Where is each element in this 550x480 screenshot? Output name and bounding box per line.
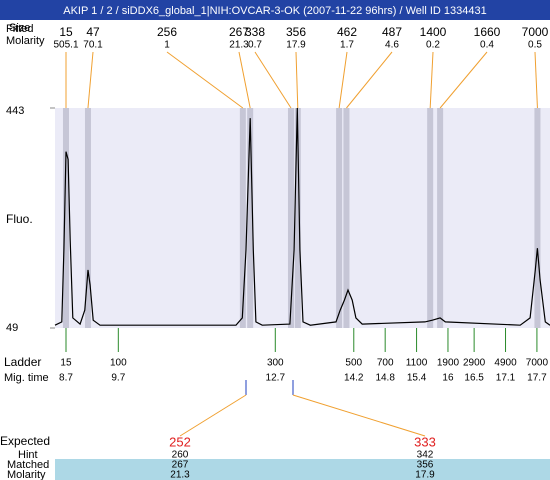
hint-value: 260 <box>172 450 189 461</box>
y-axis-label: Fluo. <box>6 212 33 226</box>
peak-size: 338 <box>245 25 265 39</box>
peak-size: 7000 <box>522 25 549 39</box>
ladder-time: 17.1 <box>496 373 516 384</box>
molarity-value: 17.9 <box>415 470 435 480</box>
expected-value: 252 <box>169 434 191 449</box>
ladder-time: 14.8 <box>375 373 395 384</box>
peak-molarity: 21.3 <box>229 40 249 51</box>
ladder-time: 8.7 <box>59 373 73 384</box>
hint-label: Hint <box>18 449 38 461</box>
expected-value: 333 <box>414 434 436 449</box>
title-bar <box>0 0 550 20</box>
peak-connector <box>534 51 538 109</box>
y-tick-label: 49 <box>6 322 18 334</box>
peak-connector <box>254 51 292 109</box>
peak-molarity: 1 <box>164 40 170 51</box>
peak-connector <box>166 51 244 109</box>
peak-molarity: 0.5 <box>528 40 542 51</box>
ladder-time: 9.7 <box>111 373 125 384</box>
trace <box>54 107 550 326</box>
peak-size: 487 <box>382 25 402 39</box>
peak-band <box>534 108 541 328</box>
match-connector <box>292 394 426 437</box>
peak-molarity: 0.7 <box>248 40 262 51</box>
fitted-label: Fitted <box>6 23 34 35</box>
molarity-label: Molarity <box>7 469 46 480</box>
matched-band <box>55 459 550 480</box>
peak-band <box>437 108 444 328</box>
matched-label: Matched <box>7 459 49 471</box>
match-connector <box>179 394 247 437</box>
peak-band <box>247 108 254 328</box>
ladder-time: 16.5 <box>464 373 484 384</box>
ladder-size: 700 <box>377 358 394 369</box>
plot-area <box>55 108 550 328</box>
ladder-size: 1100 <box>406 358 428 369</box>
y-tick-label: 443 <box>6 105 24 117</box>
peak-molarity: 0.2 <box>426 40 440 51</box>
ladder-size: 500 <box>345 358 362 369</box>
title: AKIP 1 / 2 / siDDX6_global_1|NIH:OVCAR-3… <box>63 5 487 17</box>
peak-molarity: 0.4 <box>480 40 494 51</box>
peak-molarity: 17.9 <box>286 40 306 51</box>
peak-size: 1660 <box>474 25 501 39</box>
ladder-size: 15 <box>60 358 72 369</box>
peak-size: 15 <box>59 25 73 39</box>
ladder-label: Ladder <box>4 355 41 369</box>
matched-value: 356 <box>417 460 434 471</box>
expected-label: Expected <box>0 434 50 448</box>
peak-band <box>62 108 69 328</box>
peak-band <box>427 108 434 328</box>
peak-band <box>343 108 350 328</box>
peak-size: 256 <box>157 25 177 39</box>
peak-connector <box>87 51 94 109</box>
ladder-size: 4900 <box>494 358 517 369</box>
peak-molarity: 4.6 <box>385 40 399 51</box>
peak-connector <box>429 51 434 109</box>
matched-value: 267 <box>172 460 189 471</box>
peak-molarity: 1.7 <box>340 40 354 51</box>
peak-connector <box>439 51 488 109</box>
peak-band <box>84 108 91 328</box>
ladder-time: 14.2 <box>344 373 364 384</box>
peak-connector <box>346 51 393 109</box>
ladder-size: 1900 <box>437 358 460 369</box>
ladder-size: 100 <box>110 358 127 369</box>
hint-value: 342 <box>417 450 434 461</box>
peak-molarity: 70.1 <box>83 40 103 51</box>
peak-molarity: 505.1 <box>53 40 78 51</box>
ladder-time: 12.7 <box>266 373 286 384</box>
ladder-time: 17.7 <box>527 373 547 384</box>
peak-connector <box>295 51 299 109</box>
peak-band <box>287 108 294 328</box>
peak-size: 267 <box>229 25 249 39</box>
peak-band <box>294 108 301 328</box>
peak-band <box>239 108 246 328</box>
peak-size: 356 <box>286 25 306 39</box>
peak-size: 47 <box>86 25 100 39</box>
ladder-size: 300 <box>267 358 284 369</box>
molarity-value: 21.3 <box>170 470 190 480</box>
peak-connector <box>338 51 348 109</box>
peak-band <box>336 108 343 328</box>
ladder-time: 16 <box>442 373 454 384</box>
ladder-size: 7000 <box>526 358 549 369</box>
mig-time-label: Mig. time <box>4 372 49 384</box>
ladder-time: 15.4 <box>407 373 427 384</box>
ladder-size: 2900 <box>463 358 486 369</box>
peak-size: 1400 <box>420 25 447 39</box>
peak-size: 462 <box>337 25 357 39</box>
molarity-label: Molarity <box>6 35 45 47</box>
peak-connector <box>238 51 251 109</box>
size-label: Size <box>9 22 30 34</box>
